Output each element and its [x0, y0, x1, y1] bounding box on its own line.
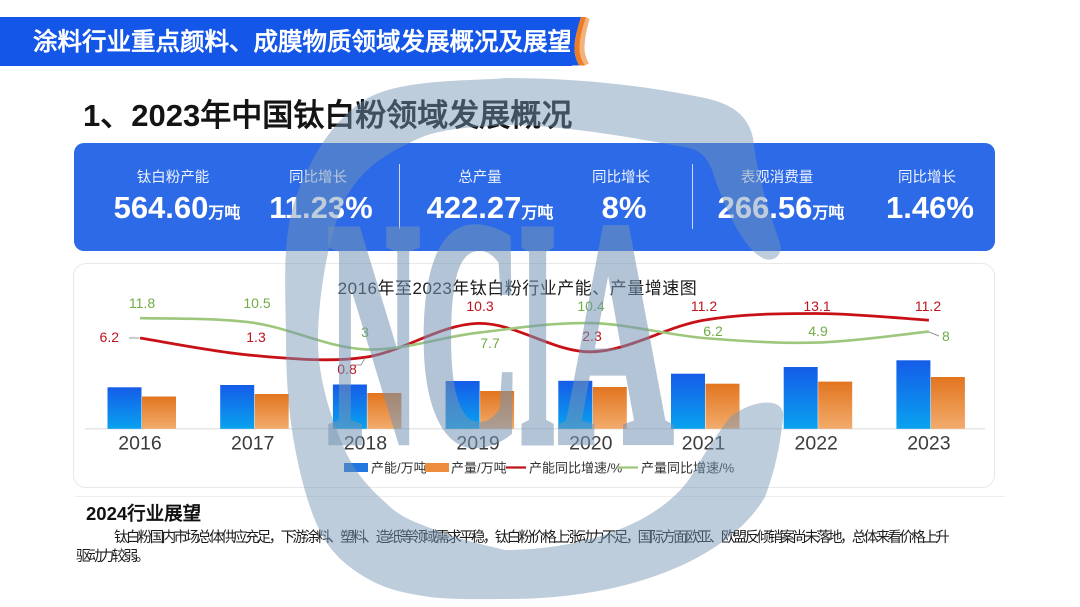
svg-text:7.7: 7.7: [480, 335, 500, 351]
svg-text:6.2: 6.2: [100, 329, 120, 345]
svg-text:11.2: 11.2: [915, 298, 941, 314]
svg-text:2019: 2019: [456, 433, 499, 455]
svg-text:2018: 2018: [344, 433, 387, 455]
svg-text:产能/万吨: 产能/万吨: [371, 461, 427, 476]
svg-text:6.2: 6.2: [703, 323, 723, 339]
svg-text:8: 8: [942, 328, 950, 344]
svg-text:2.3: 2.3: [582, 328, 602, 344]
svg-text:2020: 2020: [569, 433, 613, 455]
svg-text:4.9: 4.9: [808, 323, 828, 339]
svg-text:11.2: 11.2: [691, 298, 717, 314]
svg-text:2023: 2023: [907, 433, 950, 455]
svg-text:2017: 2017: [231, 433, 274, 455]
svg-text:10.5: 10.5: [243, 295, 270, 311]
svg-text:产能同比增速/%: 产能同比增速/%: [529, 461, 623, 476]
svg-text:13.1: 13.1: [803, 298, 830, 314]
svg-text:2022: 2022: [795, 433, 838, 455]
svg-text:10.4: 10.4: [577, 298, 604, 314]
svg-text:2021: 2021: [682, 433, 725, 455]
svg-text:产量同比增速/%: 产量同比增速/%: [641, 461, 735, 476]
svg-text:0.8: 0.8: [337, 361, 357, 377]
svg-text:2016: 2016: [118, 433, 161, 455]
svg-text:产量/万吨: 产量/万吨: [451, 461, 507, 476]
svg-text:3: 3: [361, 324, 369, 340]
svg-text:10.3: 10.3: [466, 298, 493, 314]
svg-text:11.8: 11.8: [129, 295, 155, 311]
svg-text:1.3: 1.3: [246, 329, 266, 345]
